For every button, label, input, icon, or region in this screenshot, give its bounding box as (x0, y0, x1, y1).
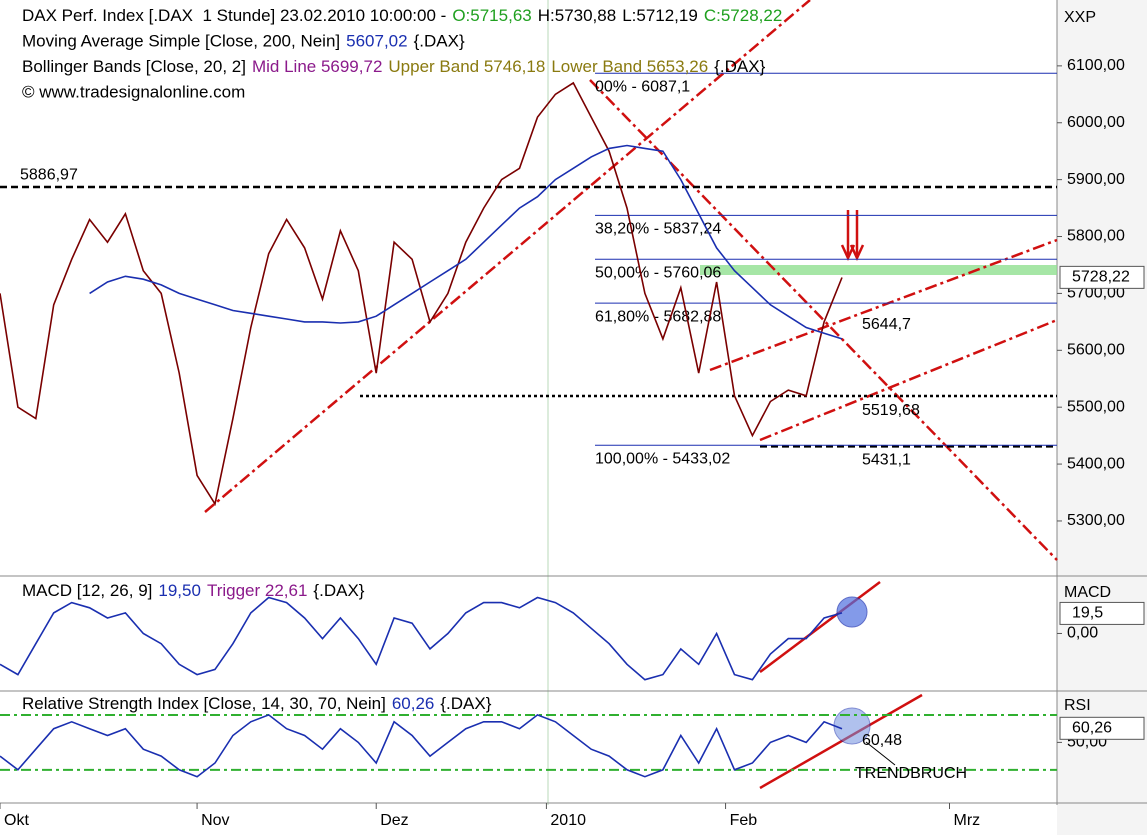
header-part: 19,50 (158, 581, 201, 600)
annotation: 60,48 (862, 732, 902, 749)
x-tick-label: 2010 (550, 812, 586, 829)
header-line: Bollinger Bands [Close, 20, 2] Mid Line 5… (22, 57, 766, 76)
y-tick-label: 5600,00 (1067, 342, 1125, 359)
annotation: TRENDBRUCH (855, 765, 967, 782)
y-tick-label: 5900,00 (1067, 171, 1125, 188)
y-tick-label: 5400,00 (1067, 455, 1125, 472)
x-tick-label: Nov (201, 812, 229, 829)
x-tick-label: Dez (380, 812, 408, 829)
resistance-zone (700, 265, 1057, 275)
series-line (0, 81, 843, 507)
level-label: 00% - 6087,1 (595, 78, 690, 95)
header-part: Bollinger Bands [Close, 20, 2] (22, 57, 246, 76)
trendlines (204, 0, 1058, 561)
header-line: MACD [12, 26, 9] 19,50 Trigger 22,61 {.DAX} (22, 581, 365, 600)
x-tick-label: Mrz (954, 812, 981, 829)
header-part: © www.tradesignalonline.com (22, 83, 245, 102)
value-tag-label: 5728,22 (1072, 269, 1130, 286)
y-tick-label: 6100,00 (1067, 57, 1125, 74)
value-tag (1059, 265, 1145, 289)
header-part: {.DAX} (440, 694, 491, 713)
series-line (89, 144, 843, 340)
header-line: DAX Perf. Index [.DAX 1 Stunde] 23.02.20… (22, 6, 782, 25)
header-part: {.DAX} (414, 32, 465, 51)
value-tag (1059, 716, 1145, 740)
level-label: 5431,1 (862, 452, 911, 469)
header-line: © www.tradesignalonline.com (22, 83, 245, 102)
header-part: O:5715,63 (452, 6, 531, 25)
header-part: 5607,02 (346, 32, 407, 51)
header-part: C:5728,22 (704, 6, 782, 25)
level-label: 61,80% - 5682,88 (595, 308, 721, 325)
axis-title: XXP (1064, 9, 1096, 26)
header-part: 60,26 (392, 694, 435, 713)
macd-trendline (759, 581, 881, 673)
header-part: Upper Band 5746,18 (388, 57, 545, 76)
level-label: 5886,97 (20, 166, 78, 183)
level-label: 50,00% - 5760,06 (595, 264, 721, 281)
axis-area (1057, 0, 1147, 835)
annotation-pointer (865, 741, 896, 766)
header-part: Mid Line 5699,72 (252, 57, 382, 76)
header-part: Moving Average Simple [Close, 200, Nein] (22, 32, 340, 51)
x-tick-label: Feb (730, 812, 758, 829)
signal-arrows (840, 210, 865, 261)
header-part: MACD [12, 26, 9] (22, 581, 152, 600)
header-part: {.DAX} (313, 581, 364, 600)
header-part: Relative Strength Index [Close, 14, 30, … (22, 694, 386, 713)
level-label: 100,00% - 5433,02 (595, 451, 730, 468)
header-part: H:5730,88 (538, 6, 616, 25)
series-line (0, 713, 843, 778)
rsi-trendline (759, 693, 923, 790)
value-tag-label: 60,26 (1072, 720, 1112, 737)
y-tick-label: 0,00 (1067, 625, 1098, 642)
y-tick-label: 5800,00 (1067, 228, 1125, 245)
header-part: {.DAX} (714, 57, 765, 76)
level-label: 5644,7 (862, 316, 911, 333)
y-tick-label: 5500,00 (1067, 398, 1125, 415)
header-line: Relative Strength Index [Close, 14, 30, … (22, 694, 492, 713)
macd-highlight (836, 596, 868, 628)
y-tick-label: 5300,00 (1067, 512, 1125, 529)
header-part: L:5712,19 (622, 6, 698, 25)
axis-title: RSI (1064, 697, 1091, 714)
value-tag-label: 19,5 (1072, 605, 1103, 622)
level-label: 38,20% - 5837,24 (595, 221, 721, 238)
y-tick-label: 6000,00 (1067, 114, 1125, 131)
y-tick-label: 5700,00 (1067, 285, 1125, 302)
level-label: 5519,68 (862, 402, 920, 419)
x-tick-label: Okt (4, 812, 29, 829)
series-line (0, 596, 843, 681)
header-part: Trigger 22,61 (207, 581, 307, 600)
header-part: Lower Band 5653,26 (551, 57, 708, 76)
header-part: DAX Perf. Index [.DAX 1 Stunde] 23.02.20… (22, 6, 446, 25)
header-line: Moving Average Simple [Close, 200, Nein]… (22, 32, 465, 51)
value-tag (1059, 601, 1145, 625)
axis-title: MACD (1064, 584, 1111, 601)
